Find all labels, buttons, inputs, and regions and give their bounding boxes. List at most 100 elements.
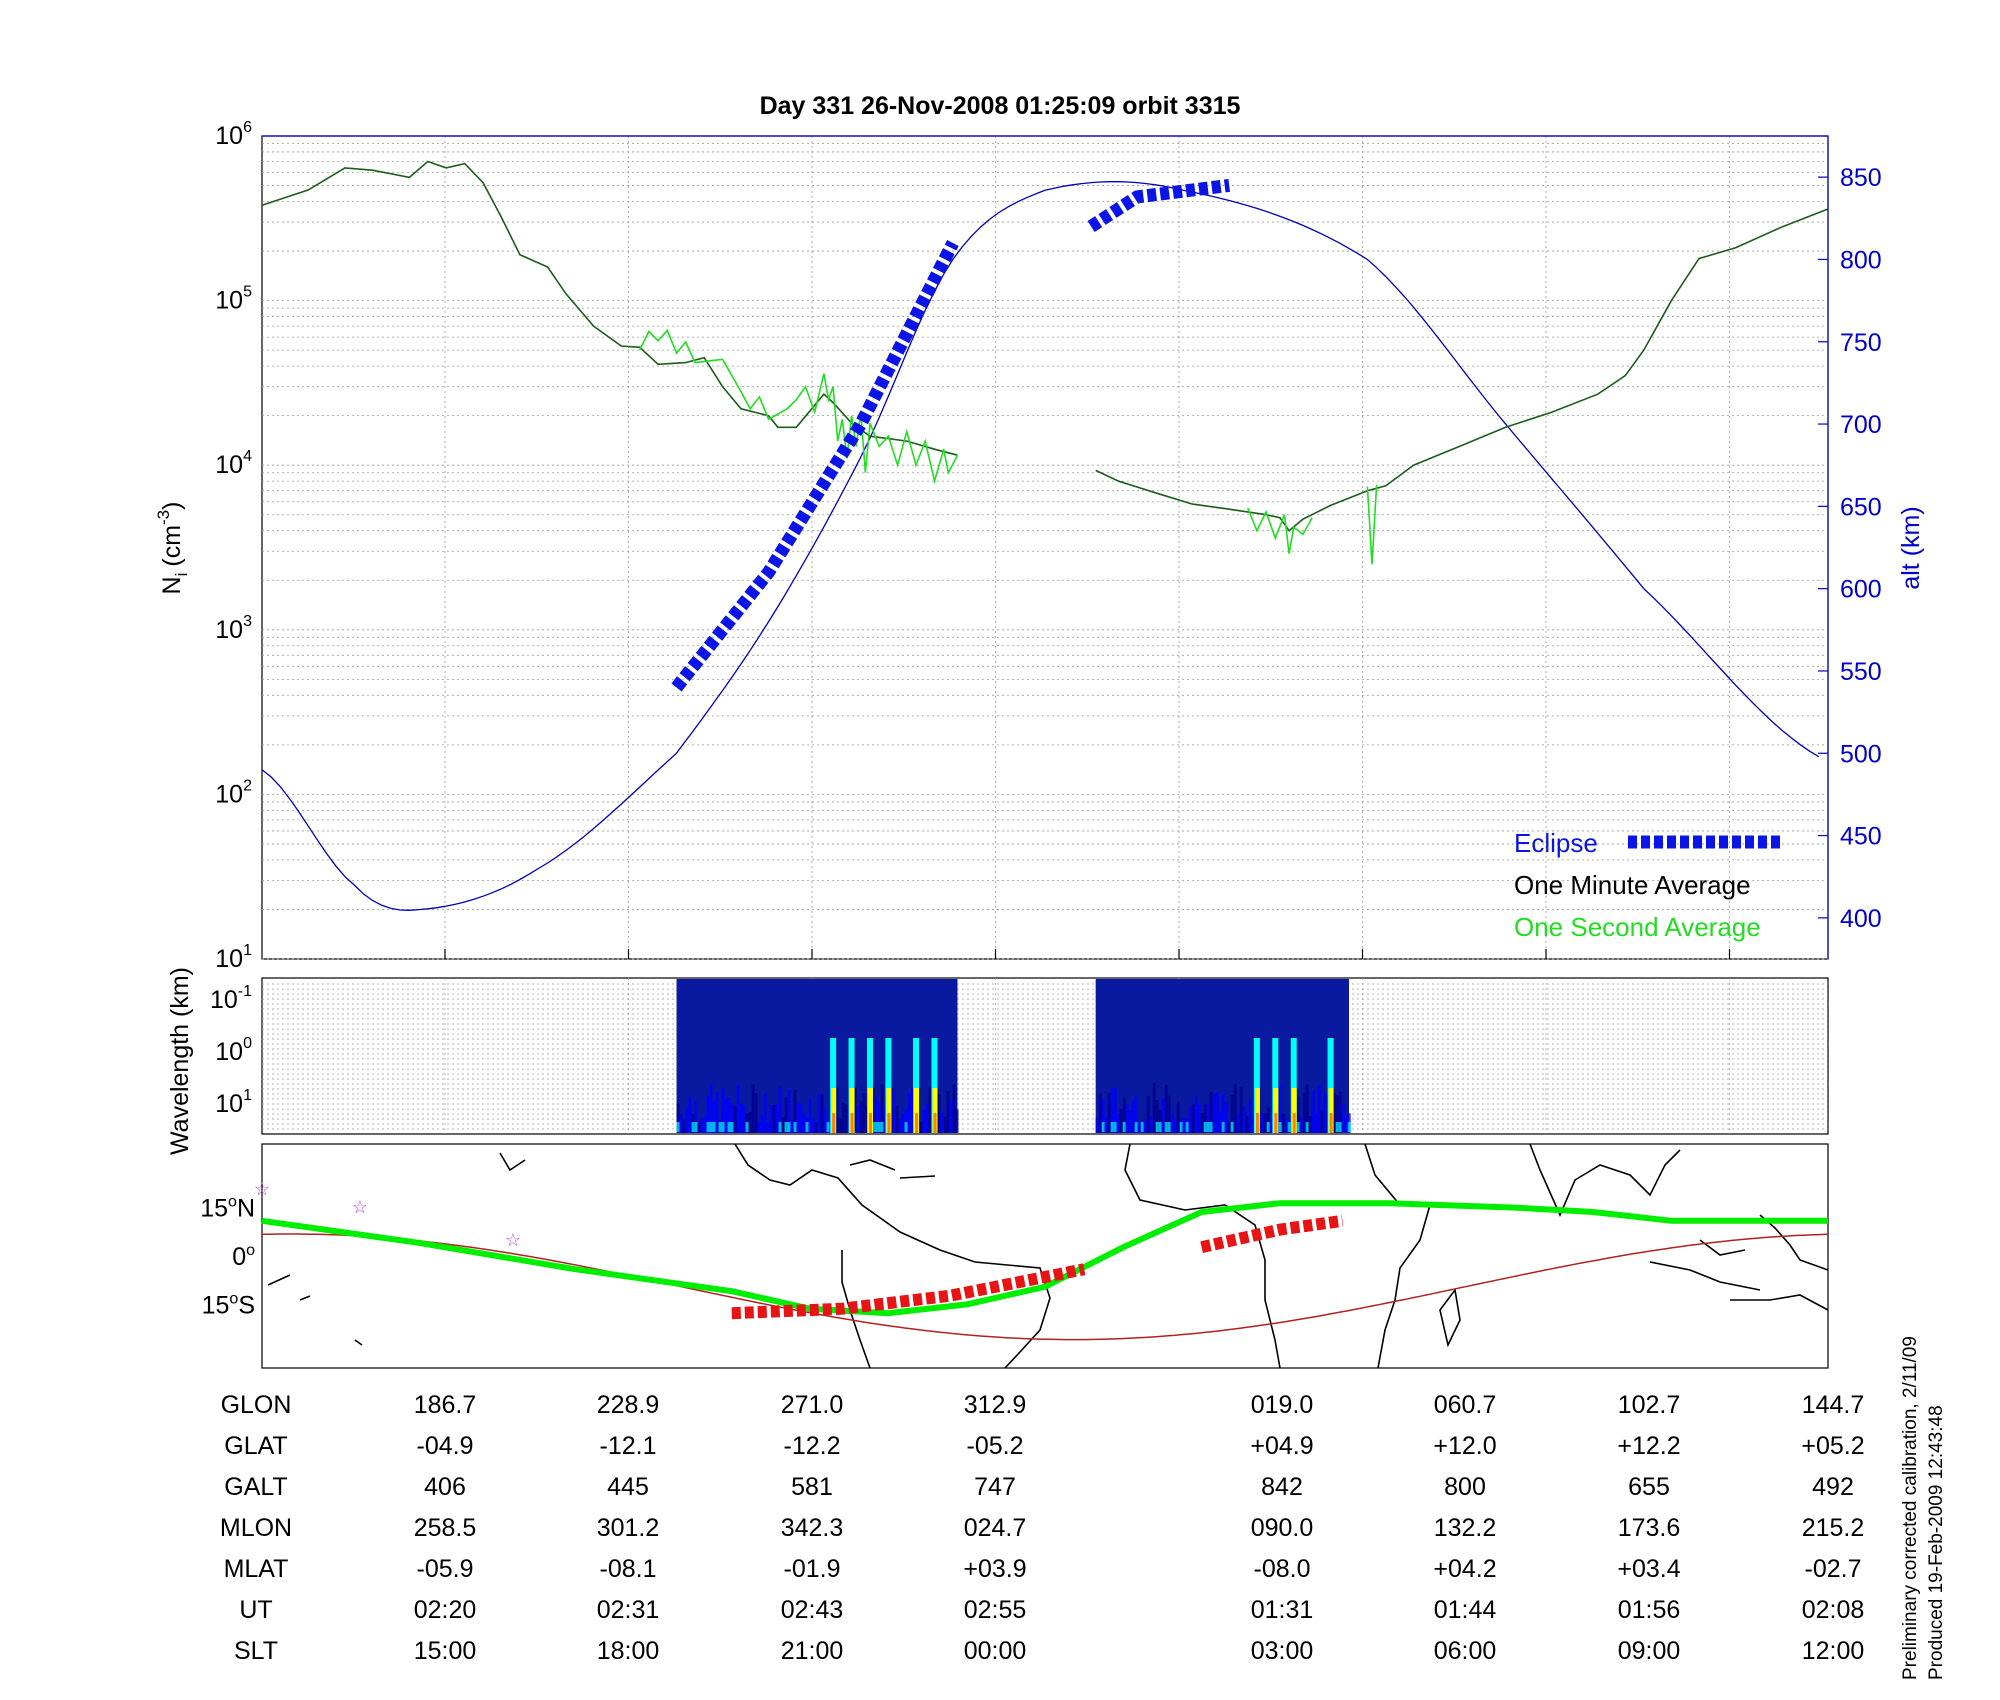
spectrogram-texture — [721, 1122, 725, 1132]
spectrogram-texture — [943, 1116, 947, 1133]
table-cell: 186.7 — [414, 1391, 477, 1419]
spectrogram-texture — [1101, 1098, 1105, 1133]
spectrogram-texture — [1248, 1099, 1252, 1133]
minute-average-line — [261, 160, 958, 456]
spectrogram-texture — [709, 1122, 713, 1132]
spectrogram-texture — [676, 1103, 680, 1133]
spectrogram-texture — [1179, 1122, 1183, 1132]
table-cell: -01.9 — [784, 1555, 841, 1583]
spectrogram-texture — [892, 1089, 896, 1133]
table-cell: +12.2 — [1617, 1432, 1680, 1460]
spectrogram-texture — [1311, 1091, 1315, 1133]
spectrogram-texture — [907, 1093, 911, 1133]
spectrogram-texture — [1209, 1122, 1213, 1132]
spectrogram-texture — [874, 1122, 878, 1132]
second-average-line — [1366, 484, 1378, 565]
spectrogram-burst — [1329, 1113, 1333, 1133]
spectrogram-texture — [742, 1104, 746, 1133]
spectrogram-texture — [1263, 1113, 1267, 1133]
spectrogram-texture — [1125, 1104, 1129, 1133]
table-cell: +04.9 — [1250, 1432, 1313, 1460]
second-average-group — [638, 328, 1378, 565]
spectrogram-burst — [848, 1038, 855, 1133]
spectrogram-texture — [1164, 1122, 1168, 1132]
spectrogram-texture — [1116, 1113, 1120, 1133]
spectrogram-texture — [1323, 1092, 1327, 1133]
spectrogram-texture — [1281, 1113, 1285, 1133]
spectrogram-texture — [721, 1087, 725, 1133]
spectrogram-texture — [1206, 1103, 1210, 1133]
spectrogram-texture — [730, 1122, 734, 1132]
map-tracks: ☆ ☆ ☆ — [254, 1179, 1829, 1341]
table-cell: 21:00 — [781, 1637, 844, 1665]
spectrogram-texture — [790, 1119, 794, 1133]
spectrogram-texture — [688, 1096, 692, 1133]
spectrogram-texture — [1296, 1122, 1300, 1132]
table-cell: 09:00 — [1618, 1637, 1681, 1665]
table-cell: 492 — [1812, 1473, 1854, 1501]
spectrogram-texture — [715, 1092, 719, 1133]
spectrogram-texture — [940, 1111, 944, 1133]
table-cell: 02:55 — [964, 1596, 1027, 1624]
spectrogram-texture — [1101, 1122, 1105, 1132]
table-row-label: SLT — [234, 1637, 278, 1665]
spectrogram-texture — [697, 1120, 701, 1133]
density-tick-label: 105 — [215, 284, 252, 315]
spectrogram-burst — [1290, 1038, 1297, 1133]
spectrogram-texture — [1191, 1104, 1195, 1133]
spectrogram-texture — [1317, 1085, 1321, 1133]
spectrogram-texture — [706, 1096, 710, 1133]
legend-eclipse-label: Eclipse — [1514, 828, 1598, 858]
table-cell: 01:56 — [1618, 1596, 1681, 1624]
spectrogram-texture — [1233, 1084, 1237, 1133]
spectrogram-texture — [751, 1084, 755, 1133]
spectrogram-texture — [826, 1122, 830, 1132]
spectrogram-axis-label: Wavelength (km) — [166, 967, 194, 1155]
table-cell: -08.0 — [1254, 1555, 1311, 1583]
spectrogram-axis-ticks: 10-1 100 101 — [210, 983, 252, 1118]
legend: Eclipse One Minute Average One Second Av… — [1514, 828, 1780, 942]
legend-second-label: One Second Average — [1514, 912, 1761, 942]
lat-label: 0o — [232, 1242, 255, 1271]
spectrogram-texture — [760, 1114, 764, 1133]
minute-average-line — [1095, 208, 1829, 532]
table-cell: 173.6 — [1618, 1514, 1681, 1542]
table-cell: 132.2 — [1434, 1514, 1497, 1542]
spectrogram-burst — [1328, 1088, 1334, 1133]
spectrogram-texture — [1122, 1122, 1126, 1132]
table-cell: 102.7 — [1618, 1391, 1681, 1419]
table-row-label: MLON — [220, 1514, 292, 1542]
table-cell: 02:43 — [781, 1596, 844, 1624]
spectrogram-texture — [1338, 1091, 1342, 1133]
spectrogram-burst — [914, 1088, 920, 1133]
spectrogram-texture — [1284, 1118, 1288, 1133]
spectrogram-texture — [1266, 1107, 1270, 1133]
spectrogram-texture — [1167, 1095, 1171, 1133]
spectrogram-texture — [799, 1103, 803, 1133]
altitude-tick-label: 650 — [1840, 493, 1882, 521]
spectrogram-texture — [1320, 1110, 1324, 1133]
map-lat-labels: 15oN 0o 15oS — [200, 1194, 255, 1320]
spectrogram-texture — [763, 1093, 767, 1133]
spectrogram-blocks — [676, 979, 1351, 1133]
spectrogram-texture — [1344, 1117, 1348, 1133]
spectrogram-texture — [835, 1086, 839, 1133]
spectrogram-texture — [877, 1101, 881, 1133]
spectrogram-burst — [850, 1113, 854, 1133]
spectrogram-texture — [1176, 1101, 1180, 1133]
spectrogram-burst — [1255, 1113, 1259, 1133]
spectrogram-texture — [1308, 1115, 1312, 1133]
spectrogram-texture — [880, 1122, 884, 1132]
spectrogram-texture — [841, 1103, 845, 1133]
coastline — [849, 1159, 936, 1179]
spectrogram-panel: 10-1 100 101 Wavelength (km) — [166, 967, 1829, 1155]
spectrogram-texture — [739, 1103, 743, 1133]
spectrogram-texture — [1095, 1118, 1099, 1133]
second-average-line — [638, 328, 959, 485]
spectrogram-texture — [949, 1099, 953, 1133]
spectrogram-texture — [712, 1101, 716, 1133]
table-cell: 800 — [1444, 1473, 1486, 1501]
spectrogram-texture — [895, 1106, 899, 1133]
table-cell: 01:44 — [1434, 1596, 1497, 1624]
